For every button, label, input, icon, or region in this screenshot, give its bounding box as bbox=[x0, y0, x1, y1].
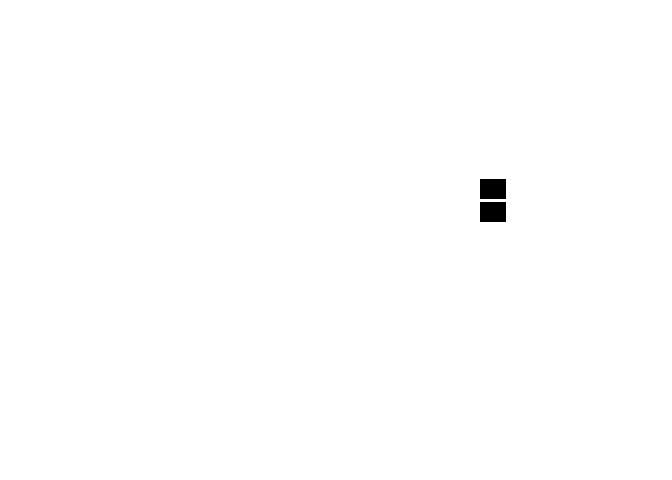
legend-key-icon bbox=[480, 202, 506, 222]
legend-key-icon bbox=[480, 179, 506, 199]
legend bbox=[480, 170, 513, 225]
legend-item-fisher-without-aggregation bbox=[480, 179, 513, 199]
legend-item-fisher-with-aggregation bbox=[480, 202, 513, 222]
